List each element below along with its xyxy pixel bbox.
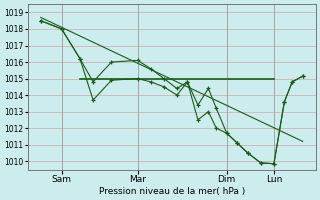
- X-axis label: Pression niveau de la mer( hPa ): Pression niveau de la mer( hPa ): [99, 187, 245, 196]
